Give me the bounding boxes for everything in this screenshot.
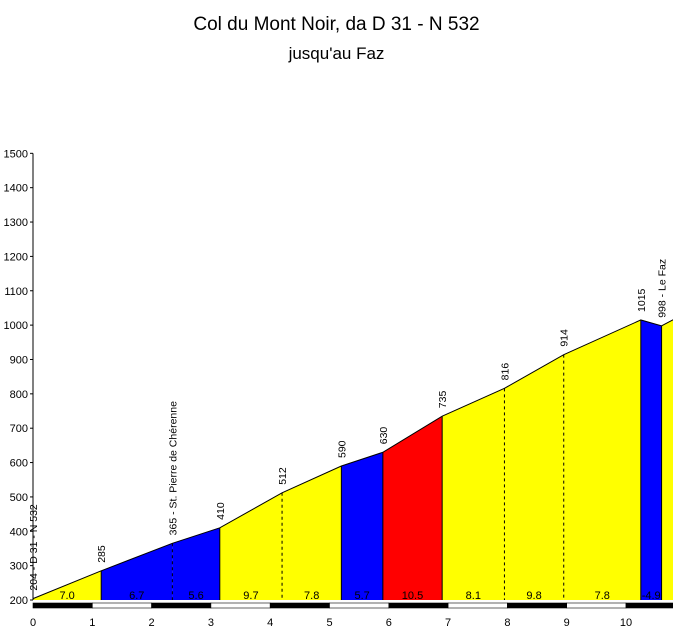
profile-segment-8	[504, 354, 564, 600]
x-tick-label: 9	[564, 617, 570, 629]
elevation-label: 410	[215, 502, 227, 520]
gradient-label: 6.7	[129, 590, 144, 602]
gradient-label: 5.6	[188, 590, 203, 602]
x-tick-label: 7	[445, 617, 451, 629]
x-tick-label: 8	[504, 617, 510, 629]
km-bar-block	[507, 602, 567, 609]
profile-segment-6	[382, 416, 443, 600]
elevation-label: 365 - St. Pierre de Chérenne	[167, 401, 179, 535]
km-bar-block	[269, 602, 330, 609]
gradient-label: 7.0	[59, 590, 74, 602]
y-tick-label: 1400	[4, 183, 28, 195]
elevation-label: 285	[96, 545, 108, 563]
km-bar-block	[566, 602, 627, 609]
gradient-label: 9.7	[243, 590, 258, 602]
km-bar-block	[151, 602, 212, 609]
y-tick-label: 900	[10, 354, 28, 366]
km-bar-block	[625, 602, 673, 609]
y-tick-label: 1200	[4, 251, 28, 263]
profile-segment-10	[640, 319, 662, 600]
profile-segment-2	[172, 527, 220, 600]
y-tick-label: 600	[10, 458, 28, 470]
x-tick-label: 4	[267, 617, 273, 629]
km-bar-block	[388, 602, 449, 609]
x-tick-label: 10	[620, 617, 632, 629]
gradient-label: 7.8	[304, 590, 319, 602]
profile-segment-4	[282, 465, 342, 600]
elevation-label: 590	[336, 440, 348, 458]
profile-segment-3	[219, 492, 283, 600]
y-tick-label: 200	[10, 595, 28, 607]
y-tick-label: 400	[10, 526, 28, 538]
elevation-label: 735	[437, 390, 449, 408]
x-tick-label: 5	[326, 617, 332, 629]
profile-segment-7	[442, 388, 505, 600]
x-tick-label: 3	[208, 617, 214, 629]
elevation-label: 1015	[636, 288, 648, 312]
gradient-label: 7.8	[595, 590, 610, 602]
gradient-label: 9.8	[526, 590, 541, 602]
profile-segment-5	[341, 452, 383, 600]
km-bar-block	[92, 602, 152, 609]
y-tick-label: 1100	[4, 286, 28, 298]
gradient-label: -4.9	[642, 590, 661, 602]
y-tick-label: 500	[10, 492, 28, 504]
y-tick-label: 1000	[4, 320, 28, 332]
profile-segment-11	[661, 319, 673, 600]
y-tick-label: 300	[10, 561, 28, 573]
km-bar-block	[32, 602, 93, 609]
profile-segment-1	[101, 543, 173, 600]
y-tick-label: 1500	[4, 148, 28, 160]
elevation-label: 204 - D 31 - N 532	[28, 504, 40, 591]
x-tick-label: 0	[30, 617, 36, 629]
y-tick-label: 800	[10, 389, 28, 401]
km-bar-block	[329, 602, 390, 609]
gradient-label: 10.5	[402, 590, 423, 602]
elevation-label: 914	[559, 329, 571, 347]
km-bar-block	[447, 602, 508, 609]
profile-segment-9	[563, 319, 641, 600]
x-tick-label: 1	[89, 617, 95, 629]
gradient-label: 8.1	[466, 590, 481, 602]
chart-subtitle: jusqu'au Faz	[288, 44, 385, 63]
y-tick-label: 700	[10, 423, 28, 435]
y-tick-label: 1300	[4, 217, 28, 229]
km-bar-block	[210, 602, 271, 609]
x-tick-label: 6	[386, 617, 392, 629]
elevation-label: 998 - Le Faz	[657, 259, 669, 318]
elevation-label: 816	[499, 363, 511, 381]
gradient-label: 5.7	[354, 590, 369, 602]
x-tick-label: 2	[149, 617, 155, 629]
chart-title: Col du Mont Noir, da D 31 - N 532	[193, 14, 480, 35]
elevation-label: 512	[277, 467, 289, 485]
elevation-label: 630	[378, 427, 390, 445]
